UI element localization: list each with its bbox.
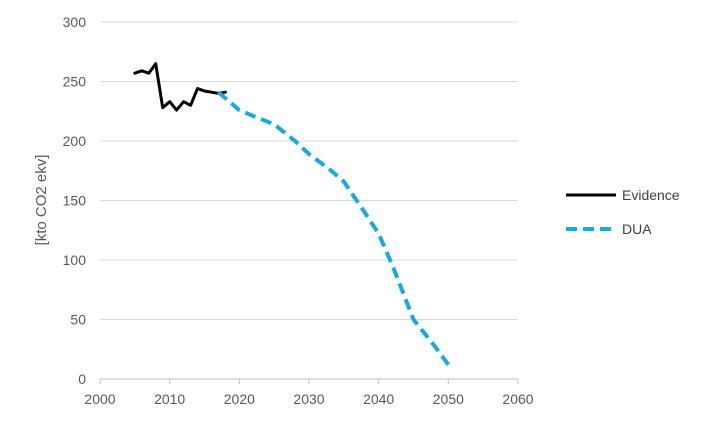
x-tick-label: 2030 xyxy=(293,391,324,407)
legend: Evidence DUA xyxy=(566,187,680,237)
y-tick-label: 0 xyxy=(78,371,86,387)
y-tick-label: 300 xyxy=(63,14,87,30)
series-layer xyxy=(133,62,450,366)
series-line-dua xyxy=(217,90,450,366)
y-axis-title: [kto CO2 ekv] xyxy=(33,155,50,246)
x-tick-label: 2000 xyxy=(84,391,115,407)
x-axis: 2000 2010 2020 2030 2040 2050 2060 xyxy=(84,378,534,407)
legend-label-dua: DUA xyxy=(622,221,652,237)
legend-label-evidence: Evidence xyxy=(622,187,680,203)
x-tick-label: 2050 xyxy=(433,391,464,407)
y-tick-label: 200 xyxy=(63,133,87,149)
gridlines xyxy=(100,21,518,320)
x-tick-label: 2040 xyxy=(363,391,394,407)
y-axis: 0 50 100 150 200 250 300 xyxy=(63,14,87,387)
x-tick-label: 2060 xyxy=(502,391,533,407)
y-tick-label: 250 xyxy=(63,74,87,90)
series-line-evidence xyxy=(133,62,227,112)
y-tick-label: 100 xyxy=(63,252,87,268)
y-tick-label: 50 xyxy=(70,312,86,328)
x-tick-label: 2020 xyxy=(224,391,255,407)
y-tick-label: 150 xyxy=(63,193,87,209)
x-tick-label: 2010 xyxy=(154,391,185,407)
